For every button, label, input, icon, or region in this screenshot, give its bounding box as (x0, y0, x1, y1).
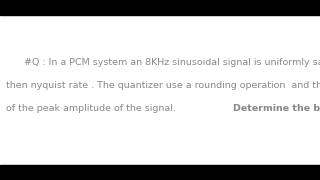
Text: then nyquist rate . The quantizer use a rounding operation  and the maximum quan: then nyquist rate . The quantizer use a … (6, 81, 320, 90)
Text: #Q : In a PCM system an 8KHz sinusoidal signal is uniformly sampled with a rate : #Q : In a PCM system an 8KHz sinusoidal … (6, 58, 320, 67)
Text: of the peak amplitude of the signal.: of the peak amplitude of the signal. (6, 104, 182, 113)
Text: Determine the bit rate and SNR of the system is dB.: Determine the bit rate and SNR of the sy… (233, 104, 320, 113)
